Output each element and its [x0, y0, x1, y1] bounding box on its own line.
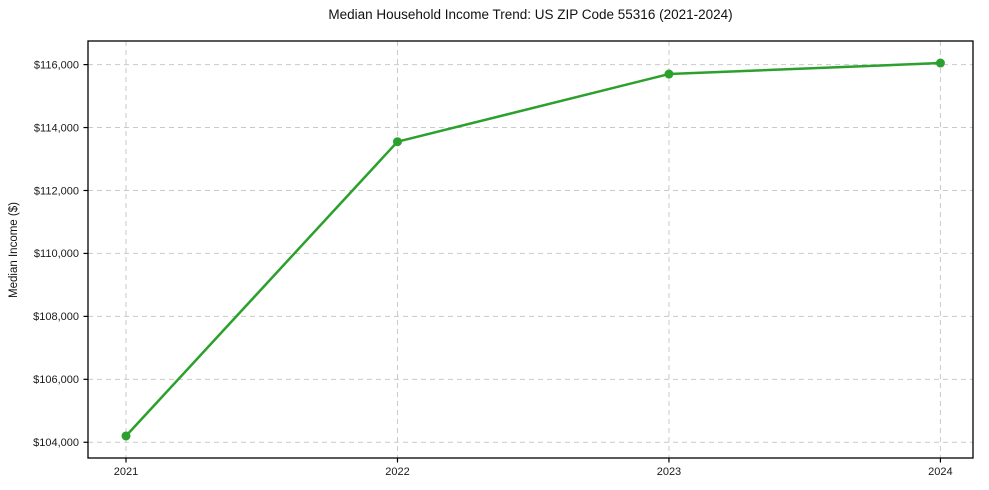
x-tick-label: 2022 [385, 466, 409, 478]
y-tick-label: $114,000 [34, 122, 79, 134]
data-line [124, 61, 942, 438]
y-tick-label: $104,000 [33, 437, 79, 449]
y-tick-label: $112,000 [34, 185, 79, 197]
y-tick-label: $110,000 [34, 248, 79, 260]
data-point-2022 [392, 137, 402, 147]
y-tick-label: $108,000 [33, 311, 79, 323]
chart-title: Median Household Income Trend: US ZIP Co… [328, 7, 733, 22]
data-point-2024 [935, 58, 945, 68]
data-point-2023 [664, 69, 674, 79]
x-tick-label: 2024 [928, 466, 952, 478]
y-tick-label: $106,000 [33, 374, 79, 386]
y-tick-label: $116,000 [34, 59, 79, 71]
data-point-2021 [121, 431, 131, 441]
x-tick-label: 2023 [657, 466, 681, 478]
x-tick-label: 2021 [114, 466, 138, 478]
plot-border [87, 40, 974, 459]
